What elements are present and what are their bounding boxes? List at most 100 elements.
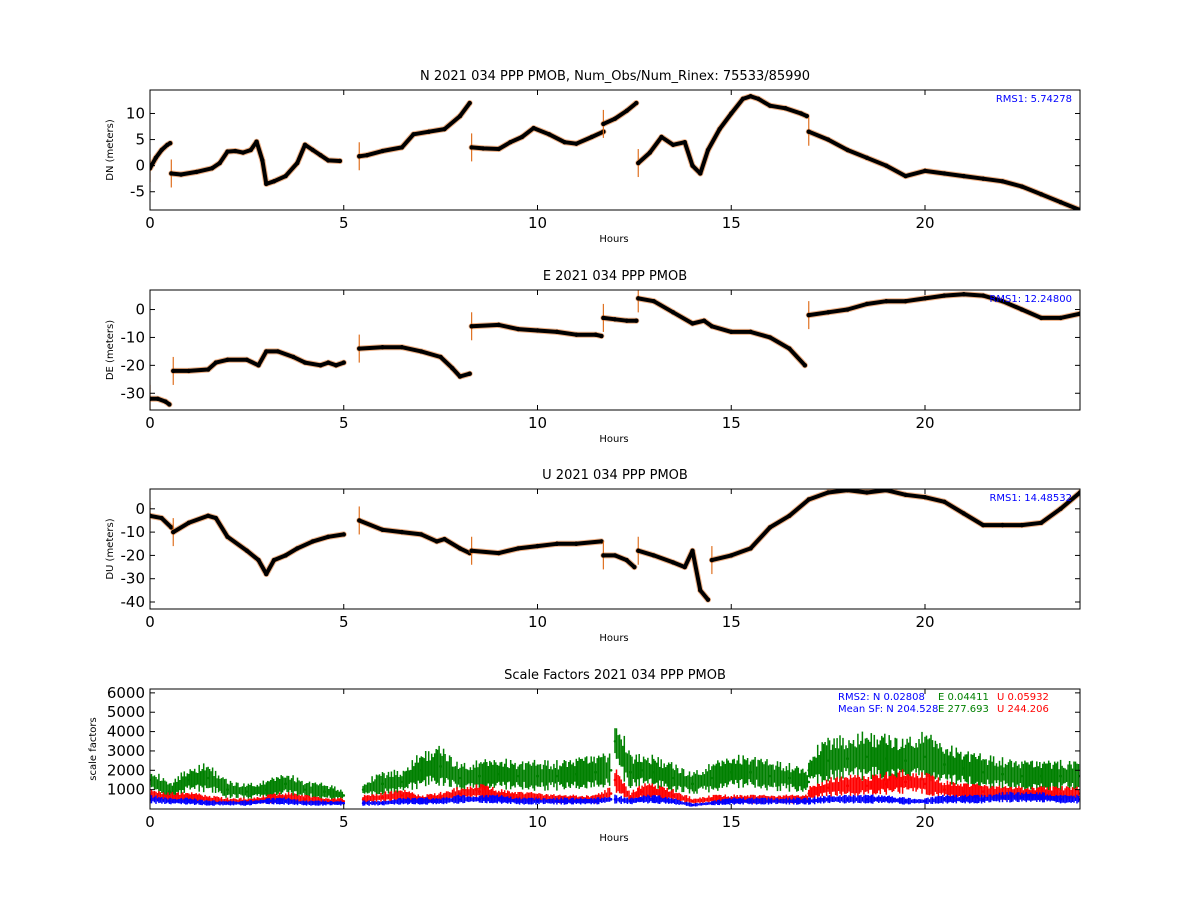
data-point <box>756 96 761 102</box>
data-point <box>168 799 171 803</box>
series-N <box>150 791 1080 807</box>
data-point <box>690 163 695 168</box>
x-tick-label: 15 <box>722 613 741 631</box>
data-point <box>980 176 986 181</box>
data-point <box>962 790 966 793</box>
data-point <box>705 597 711 602</box>
x-axis-label: Hours <box>599 833 628 844</box>
data-point <box>612 317 618 322</box>
data-point <box>980 522 986 528</box>
data-point <box>1059 798 1062 801</box>
data-point <box>206 798 210 801</box>
data-point <box>884 782 888 786</box>
mean-sf-u-annotation: U 244.206 <box>997 704 1049 715</box>
data-point <box>450 365 455 371</box>
data-point <box>634 100 639 106</box>
data-point <box>903 298 908 304</box>
y-axis-label: DN (meters) <box>105 119 116 181</box>
data-point <box>399 529 405 535</box>
data-point <box>187 778 191 782</box>
data-point <box>562 139 567 145</box>
data-point <box>205 513 211 518</box>
data-point <box>729 111 734 116</box>
series-shadow <box>168 138 343 187</box>
data-point <box>943 788 946 791</box>
data-point <box>768 799 772 803</box>
data-point <box>923 782 927 786</box>
data-point <box>599 539 604 544</box>
data-point <box>670 310 676 315</box>
data-point <box>515 546 521 551</box>
data-point <box>845 307 850 312</box>
data-point <box>153 155 159 161</box>
data-point <box>594 799 597 803</box>
data-point <box>846 784 849 788</box>
data-point <box>399 345 405 350</box>
data-point <box>942 171 947 176</box>
data-point <box>380 345 385 350</box>
data-point <box>690 321 695 326</box>
data-point <box>213 360 219 365</box>
data-point <box>647 150 653 155</box>
data-point <box>768 774 772 778</box>
data-point <box>1020 774 1024 778</box>
data-point <box>167 141 173 146</box>
panel-2: RMS1: 12.24800 0 5 10 15 20 -30 -20 -10 0 E 2021 0… <box>105 269 1081 445</box>
data-point <box>209 166 215 171</box>
data-series-segment <box>150 396 172 407</box>
data-point <box>710 798 714 801</box>
data-point <box>574 141 579 146</box>
data-point <box>1059 792 1062 795</box>
plot-area <box>150 93 1080 210</box>
data-point <box>264 349 269 354</box>
plot-area <box>150 290 1080 410</box>
data-point <box>629 799 632 803</box>
data-point <box>1039 520 1044 525</box>
data-point <box>659 134 664 140</box>
data-point <box>845 147 850 153</box>
data-point <box>342 794 346 797</box>
data-point <box>150 166 153 171</box>
data-point <box>150 396 153 402</box>
data-point <box>467 371 472 376</box>
data-point <box>295 160 300 166</box>
data-point <box>865 784 869 788</box>
data-point <box>1077 490 1080 495</box>
data-point <box>601 121 606 127</box>
data-point <box>1077 207 1080 210</box>
data-point <box>399 145 405 150</box>
x-axis-label: Hours <box>599 434 628 445</box>
data-point <box>904 799 907 803</box>
data-point <box>1000 298 1005 304</box>
chart-title: E 2021 034 PPP PMOB <box>543 269 687 284</box>
data-point <box>337 158 343 164</box>
data-point <box>652 770 656 774</box>
data-point <box>159 147 164 153</box>
data-point <box>535 328 540 333</box>
data-point <box>943 763 946 766</box>
data-point <box>458 792 462 795</box>
x-tick-label: 5 <box>339 813 349 831</box>
plot-area <box>150 728 1080 807</box>
data-point <box>884 757 888 760</box>
data-point <box>804 113 810 119</box>
data-point <box>497 794 501 797</box>
data-point <box>729 770 733 774</box>
data-point <box>458 776 462 780</box>
data-point <box>749 799 752 803</box>
data-point <box>481 146 486 151</box>
y-tick-label: 0 <box>135 301 145 319</box>
data-point <box>519 134 525 140</box>
data-point <box>904 759 907 762</box>
data-point <box>787 513 792 518</box>
data-point <box>303 788 307 791</box>
y-axis-label: DU (meters) <box>105 518 116 579</box>
data-point <box>846 757 849 760</box>
data-point <box>599 333 604 339</box>
data-point <box>613 739 617 743</box>
data-point <box>381 782 384 786</box>
data-point <box>749 770 752 774</box>
data-point <box>691 803 694 807</box>
data-point <box>171 368 176 374</box>
data-point <box>187 796 191 799</box>
